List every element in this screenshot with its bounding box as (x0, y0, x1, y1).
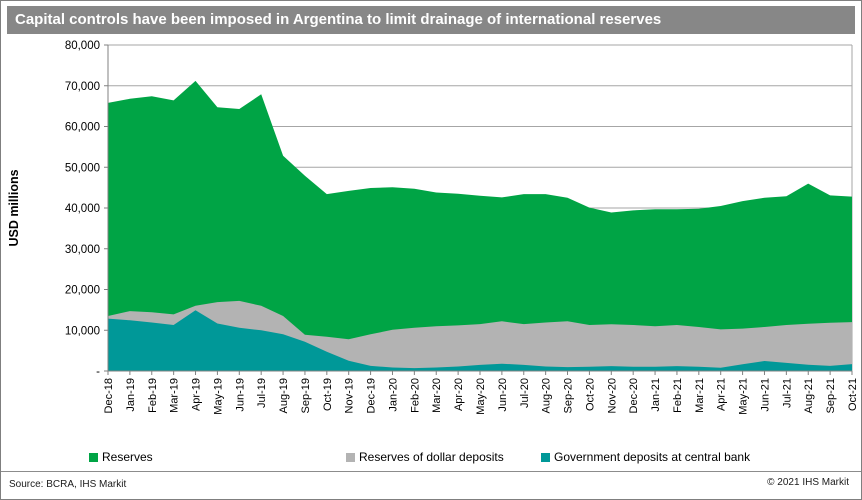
x-tick-label: Oct-20 (584, 378, 596, 411)
x-tick-label: Apr-20 (453, 378, 465, 411)
source-note: Source: BCRA, IHS Markit (9, 479, 127, 490)
x-tick-label: Jul-20 (519, 378, 531, 408)
legend-swatch-reserves-icon (89, 452, 98, 462)
footer-divider (1, 471, 861, 472)
series-area-reserves (108, 80, 852, 372)
x-tick-label: Jan-19 (125, 378, 137, 412)
y-tick-label: 60,000 (65, 122, 100, 134)
x-tick-label: Sep-20 (563, 378, 575, 413)
legend-label-dollar-deposits: Reserves of dollar deposits (359, 450, 504, 464)
legend-swatch-government-deposits-icon (541, 452, 550, 462)
x-tick-label: Nov-19 (344, 378, 356, 413)
legend-swatch-dollar-deposits-icon (346, 452, 355, 462)
y-tick-label: 80,000 (65, 40, 100, 52)
x-tick-label: Nov-20 (606, 378, 618, 413)
y-tick-label: 30,000 (65, 244, 100, 256)
stacked-area-chart: - 10,000 20,000 30,000 40,000 50,000 60,000 70,… (7, 40, 859, 415)
x-tick-label: Jul-19 (256, 378, 268, 408)
x-tick-label: May-20 (475, 378, 487, 415)
y-tick-label: 40,000 (65, 203, 100, 215)
y-tick-label: - (96, 366, 100, 378)
x-tick-label: Oct-19 (322, 378, 334, 411)
x-tick-label: Aug-20 (541, 378, 553, 413)
x-tick-label: May-19 (212, 378, 224, 415)
x-tick-label: Jul-21 (781, 378, 793, 408)
y-axis-title: USD millions (7, 169, 21, 246)
x-tick-label: Feb-19 (147, 378, 159, 413)
x-tick-label: Mar-20 (431, 378, 443, 413)
x-tick-label: Oct-21 (847, 378, 859, 411)
y-tick-label: 20,000 (65, 285, 100, 297)
x-tick-label: Mar-21 (694, 378, 706, 413)
x-tick-label: Jun-21 (760, 378, 772, 412)
x-tick-label: Jan-20 (388, 378, 400, 412)
x-tick-label: Sep-21 (825, 378, 837, 413)
x-tick-label: Sep-19 (300, 378, 312, 413)
chart-title: Capital controls have been imposed in Ar… (7, 6, 855, 34)
x-tick-label: Jun-20 (497, 378, 509, 412)
x-tick-label: May-21 (738, 378, 750, 415)
y-tick-label: 10,000 (65, 325, 100, 337)
x-tick-label: Jun-19 (234, 378, 246, 412)
x-tick-label: Feb-21 (672, 378, 684, 413)
legend-item-reserves: Reserves (89, 449, 153, 465)
x-tick-label: Apr-21 (716, 378, 728, 411)
x-tick-label: Apr-19 (191, 378, 203, 411)
y-tick-label: 70,000 (65, 81, 100, 93)
legend-label-reserves: Reserves (102, 450, 153, 464)
x-tick-label: Jan-21 (650, 378, 662, 412)
legend-label-government-deposits: Government deposits at central bank (554, 450, 751, 464)
x-tick-label: Dec-20 (628, 378, 640, 413)
chart-legend: Reserves Reserves of dollar deposits Gov… (1, 449, 861, 465)
x-tick-label: Dec-18 (103, 378, 115, 413)
x-tick-label: Aug-19 (278, 378, 290, 413)
legend-item-government-deposits: Government deposits at central bank (541, 449, 750, 465)
series-area-government-deposits-at-central-bank (108, 310, 852, 371)
y-tick-label: 50,000 (65, 162, 100, 174)
x-tick-label: Feb-20 (409, 378, 421, 413)
x-tick-label: Mar-19 (169, 378, 181, 413)
legend-item-dollar-deposits: Reserves of dollar deposits (346, 449, 504, 465)
x-tick-label: Aug-21 (803, 378, 815, 413)
x-tick-label: Dec-19 (366, 378, 378, 413)
copyright-note: © 2021 IHS Markit (767, 477, 849, 488)
